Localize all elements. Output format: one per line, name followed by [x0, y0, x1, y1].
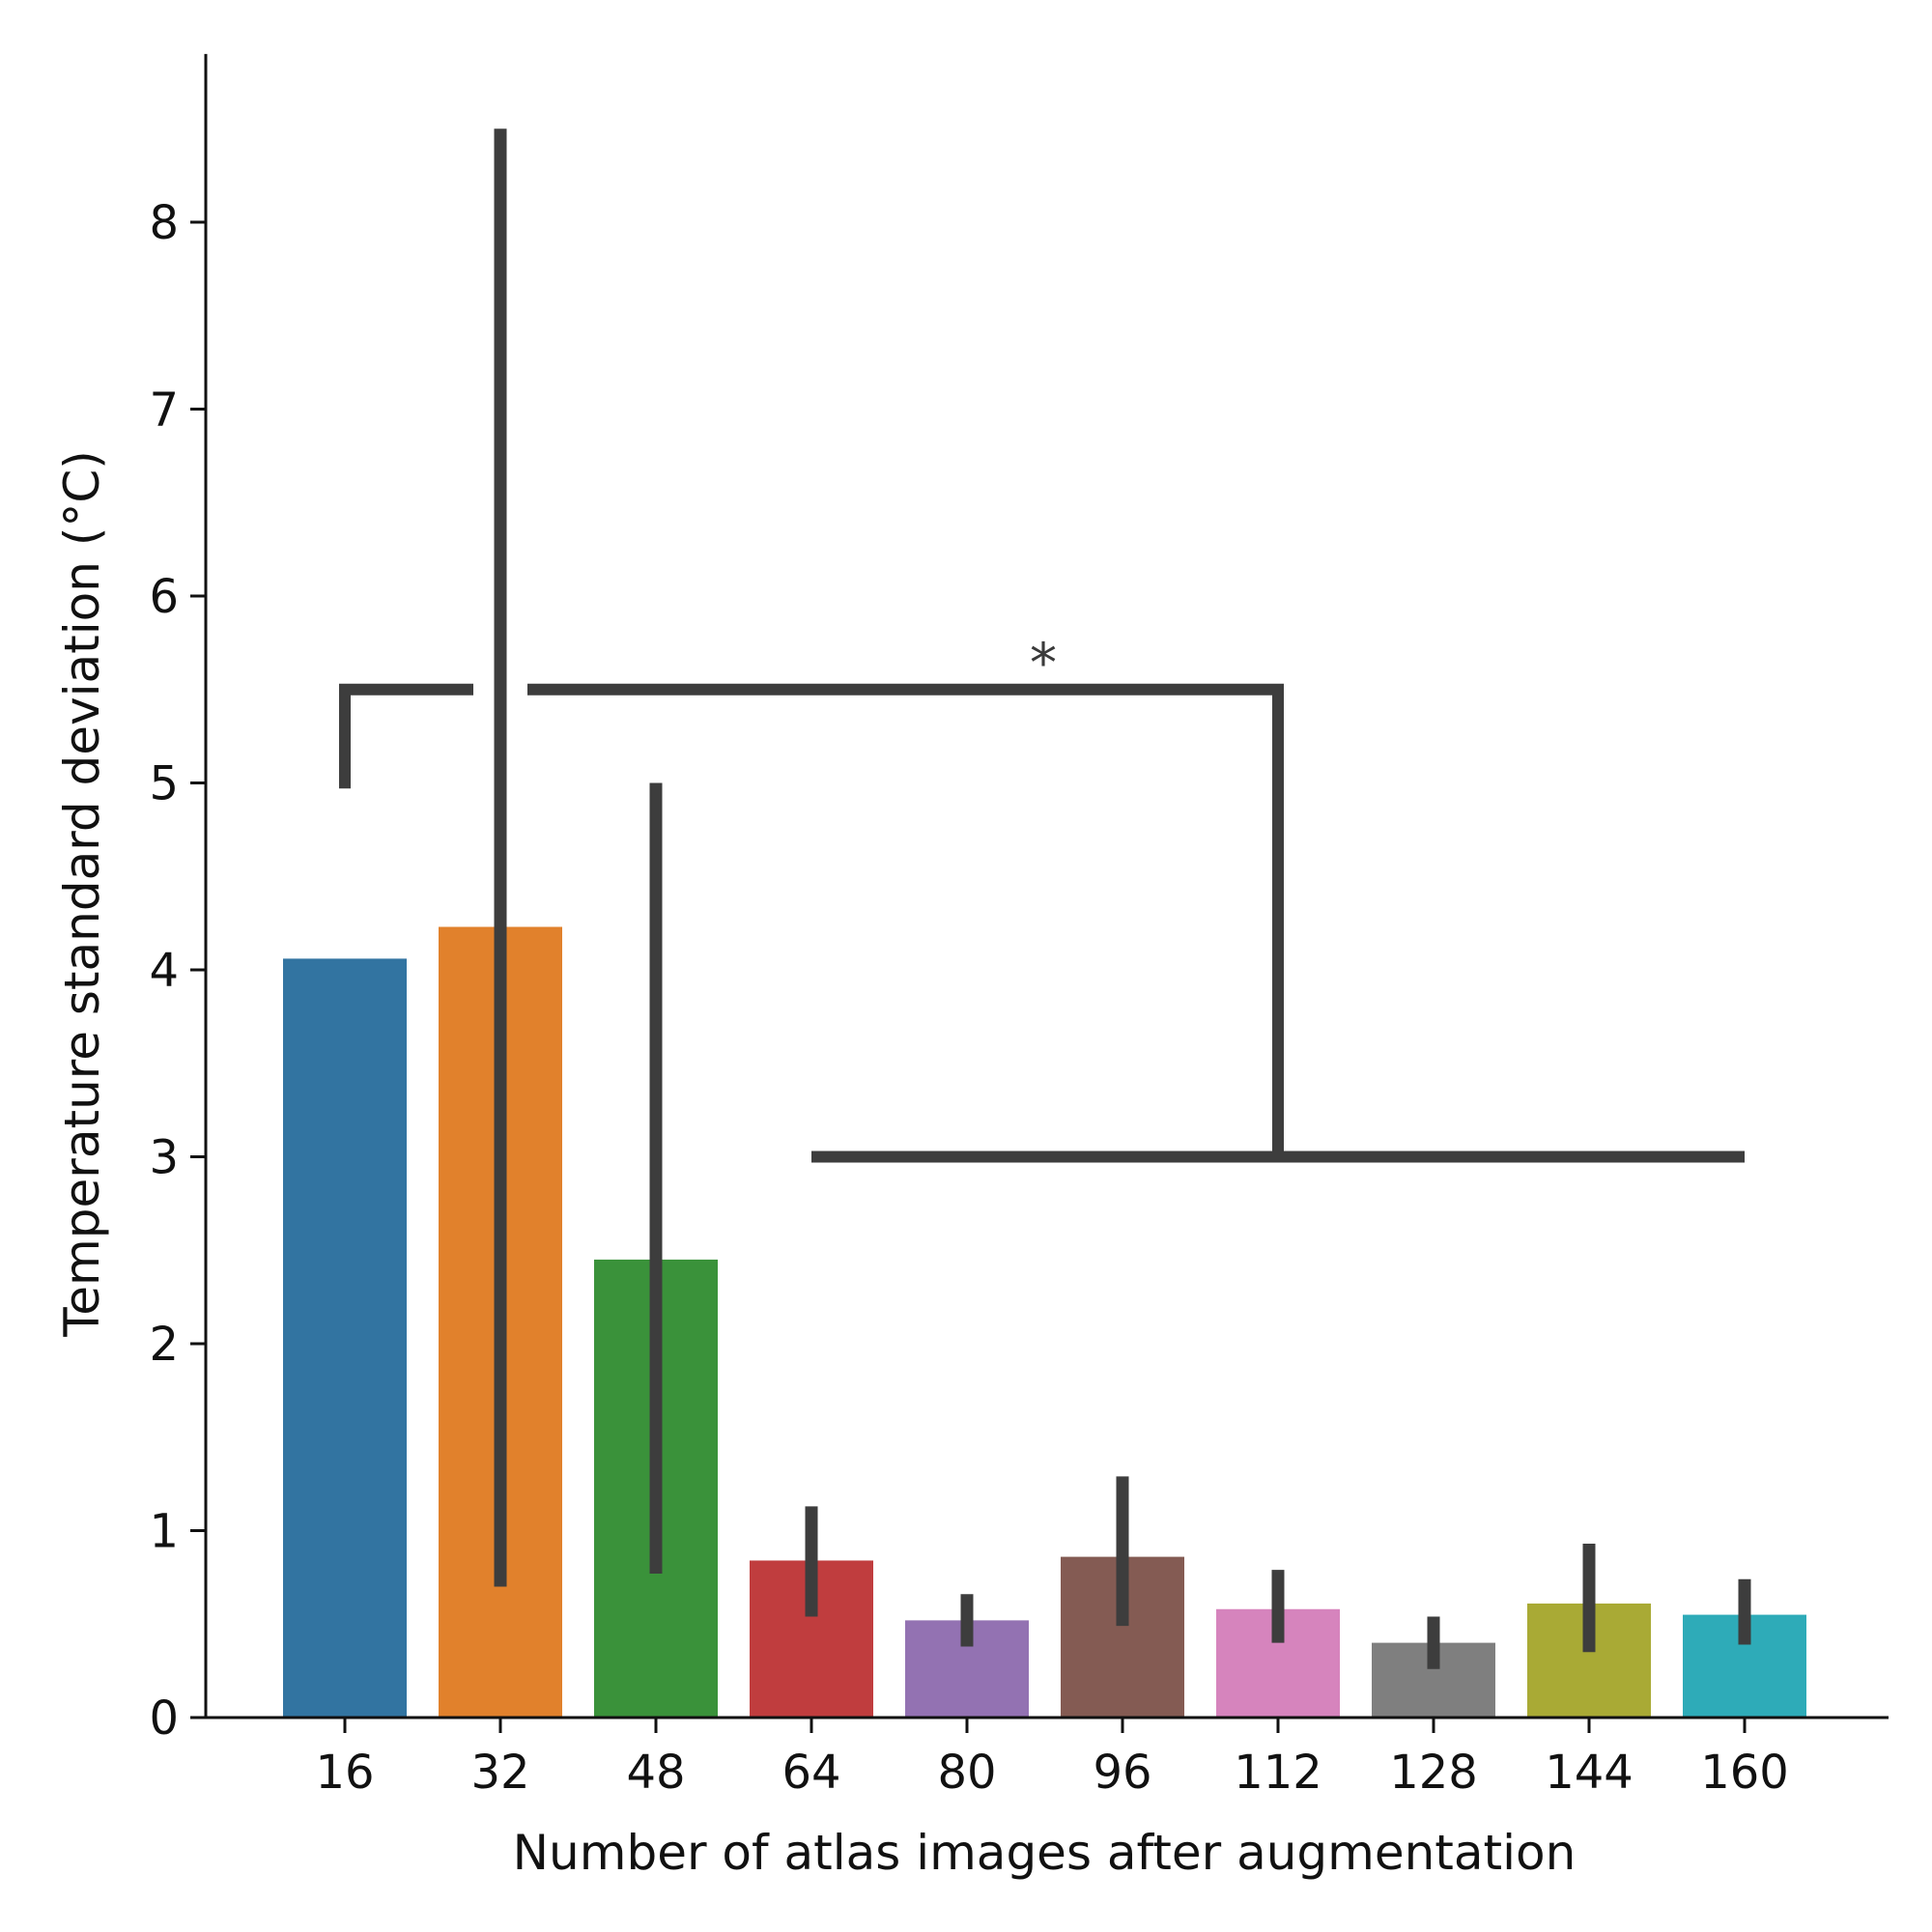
ticks: 0 1 2 3 4 5 6 7 8 16 32 48 64 80 96 112 128 144 160: [149, 196, 1788, 1800]
y-axis-label: Temperature standard deviation (°C): [54, 450, 110, 1338]
significance-asterisk: *: [1030, 632, 1057, 695]
error-bars: [494, 128, 1751, 1669]
x-tick-label-48: 48: [626, 1746, 685, 1800]
x-tick-label-80: 80: [937, 1746, 996, 1800]
bar-16: [283, 958, 407, 1718]
y-tick-label-7: 7: [149, 384, 179, 438]
y-tick-label-8: 8: [149, 196, 179, 250]
x-tick-label-96: 96: [1093, 1746, 1151, 1800]
x-tick-label-64: 64: [781, 1746, 840, 1800]
significance-bracket: [339, 679, 1745, 1163]
y-tick-label-6: 6: [149, 570, 179, 624]
y-tick-label-1: 1: [149, 1505, 179, 1559]
x-tick-label-112: 112: [1234, 1746, 1322, 1800]
y-tick-label-4: 4: [149, 944, 179, 998]
x-tick-label-128: 128: [1389, 1746, 1478, 1800]
y-tick-label-0: 0: [149, 1691, 179, 1746]
y-tick-label-3: 3: [149, 1131, 179, 1185]
bracket-path: [339, 683, 1284, 1157]
x-axis-label: Number of atlas images after augmentatio…: [513, 1825, 1577, 1881]
y-tick-label-2: 2: [149, 1318, 179, 1372]
bars: [283, 926, 1806, 1718]
x-tick-label-144: 144: [1545, 1746, 1634, 1800]
x-tick-label-32: 32: [470, 1746, 529, 1800]
x-tick-label-160: 160: [1700, 1746, 1789, 1800]
y-tick-label-5: 5: [149, 757, 179, 811]
axes: [204, 53, 1889, 1719]
x-tick-label-16: 16: [315, 1746, 374, 1800]
